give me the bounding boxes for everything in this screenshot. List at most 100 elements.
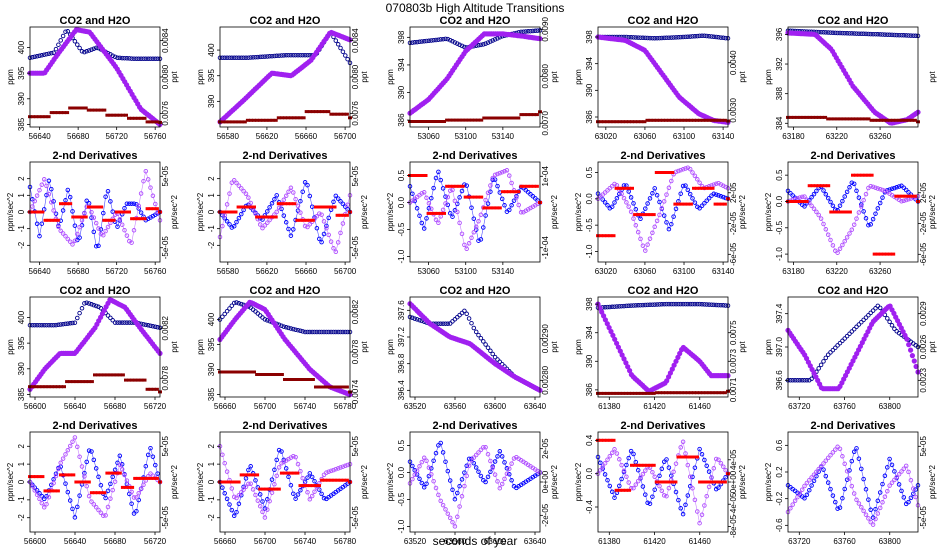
data-point <box>903 463 909 469</box>
y2-tick-label: 5e-05 <box>919 436 928 457</box>
step-point <box>292 471 297 475</box>
step-point <box>875 118 880 122</box>
data-point <box>224 469 230 474</box>
data-point <box>723 35 728 41</box>
data-point <box>795 494 800 500</box>
data-point <box>274 457 279 463</box>
data-point <box>298 52 303 58</box>
data-point <box>272 53 277 59</box>
x-tick-label: 53140 <box>492 267 515 276</box>
step-point <box>74 215 79 219</box>
step-point <box>49 385 54 389</box>
data-point <box>410 40 415 45</box>
step-point <box>466 195 471 199</box>
data-point <box>495 183 500 189</box>
step-point <box>869 118 874 122</box>
data-point <box>150 193 156 199</box>
step-point <box>636 213 641 217</box>
data-point <box>30 483 35 489</box>
data-point <box>901 466 907 471</box>
step-point <box>679 118 684 122</box>
data-point <box>41 322 47 328</box>
data-point <box>417 39 422 45</box>
data-point <box>122 55 127 61</box>
series-group <box>785 303 921 392</box>
step-point <box>99 373 104 377</box>
step-point <box>96 205 101 209</box>
data-point <box>605 457 610 462</box>
data-point <box>617 191 622 197</box>
data-point <box>821 461 826 466</box>
step-point <box>236 120 241 124</box>
data-point <box>499 454 505 459</box>
data-point <box>317 211 322 216</box>
series-line <box>409 442 541 501</box>
data-point <box>811 206 817 212</box>
panel-title: 2-nd Derivatives <box>621 150 706 162</box>
step-point <box>279 116 284 120</box>
data-point <box>507 207 512 213</box>
y2-axis-label: ppt/sec^2 <box>928 464 937 499</box>
plot-frame <box>787 431 919 533</box>
data-point <box>317 329 322 335</box>
data-point <box>89 209 94 215</box>
series-line <box>409 446 541 528</box>
data-point <box>906 469 911 475</box>
step-point <box>633 391 638 395</box>
data-point <box>148 445 153 451</box>
step-point <box>292 202 297 206</box>
data-point <box>673 206 679 212</box>
step-point <box>516 190 521 194</box>
y-axis-label: ppm <box>386 69 395 85</box>
step-point <box>801 115 806 119</box>
x-tick-label: 63100 <box>673 132 696 141</box>
data-point <box>227 306 232 311</box>
step-point <box>878 118 883 122</box>
y-tick-label: 400 <box>17 40 26 54</box>
y-tick-label: -0.5 <box>775 220 784 234</box>
data-point <box>669 35 674 40</box>
data-point <box>326 329 331 335</box>
data-point <box>443 194 448 199</box>
data-point <box>60 456 66 461</box>
step-point <box>89 380 94 384</box>
data-point <box>234 509 239 515</box>
series-group <box>595 301 731 395</box>
x-tick-label: 63100 <box>673 267 696 276</box>
y-tick-label: 392 <box>775 57 784 71</box>
step-point <box>139 378 144 382</box>
step-point <box>114 471 119 475</box>
y2-axis-label: ppt/sec^2 <box>738 194 747 229</box>
data-point <box>880 187 885 193</box>
y2-axis-label: ppt/sec^2 <box>170 194 179 229</box>
data-point <box>885 32 890 37</box>
step-point <box>89 205 94 209</box>
data-point <box>253 492 258 498</box>
data-point <box>424 216 429 221</box>
data-point <box>837 203 843 208</box>
step-point <box>270 118 275 122</box>
data-point <box>704 493 709 499</box>
step-point <box>657 171 662 174</box>
step-point <box>695 455 699 459</box>
step-point <box>611 438 616 442</box>
step-point <box>676 118 681 122</box>
data-point <box>481 225 486 230</box>
step-point <box>224 120 229 124</box>
data-point <box>417 476 422 482</box>
h2o-point <box>597 305 603 311</box>
step-point <box>40 475 45 479</box>
data-point <box>908 477 914 483</box>
step-point <box>34 210 39 214</box>
data-point <box>711 302 717 308</box>
data-point <box>138 486 144 492</box>
step-point <box>68 380 73 384</box>
data-point <box>713 456 719 462</box>
step-point <box>96 491 101 495</box>
data-point <box>619 476 624 482</box>
data-point <box>661 35 667 41</box>
data-point <box>842 336 847 341</box>
data-point <box>291 491 296 496</box>
step-point <box>479 195 484 199</box>
